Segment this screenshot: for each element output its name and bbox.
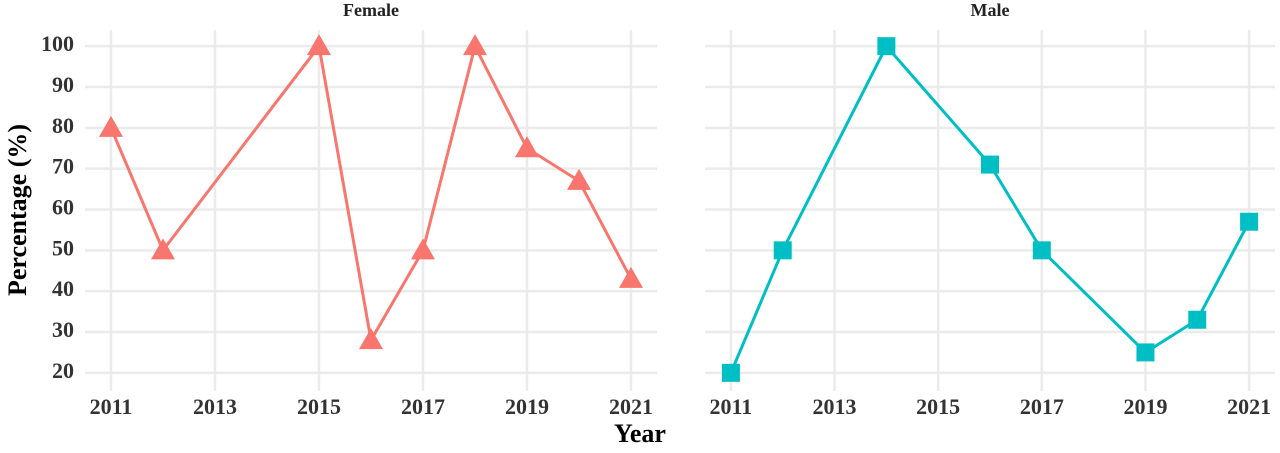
y-tick-label: 70 — [52, 154, 74, 179]
x-tick-label: 2011 — [710, 394, 753, 419]
point — [1136, 343, 1155, 362]
y-tick-label: 20 — [52, 358, 74, 383]
y-axis-label: Percentage (%) — [3, 124, 32, 296]
x-tick-label: 2017 — [401, 394, 445, 419]
point — [567, 168, 591, 190]
point — [721, 363, 740, 382]
point — [1188, 310, 1207, 329]
point — [99, 115, 123, 137]
point — [773, 241, 792, 260]
x-tick-label: 2021 — [1227, 394, 1271, 419]
x-tick-label: 2015 — [297, 394, 341, 419]
point — [877, 37, 896, 56]
point — [515, 136, 539, 158]
point — [411, 238, 435, 260]
point — [981, 155, 999, 174]
point — [463, 34, 487, 56]
x-tick-label: 2015 — [916, 394, 960, 419]
y-tick-label: 90 — [52, 72, 74, 97]
x-tick-label: 2017 — [1020, 394, 1064, 419]
x-axis-label: Year — [614, 419, 666, 448]
series-line — [109, 41, 633, 345]
x-tick-label: 2013 — [813, 394, 857, 419]
point — [151, 238, 175, 260]
point — [359, 328, 383, 350]
y-tick-label: 100 — [41, 31, 74, 56]
point — [1032, 241, 1051, 260]
y-tick-label: 40 — [52, 276, 74, 301]
y-tick-label: 80 — [52, 113, 74, 138]
point — [619, 266, 643, 288]
x-tick-label: 2011 — [90, 394, 133, 419]
point — [1240, 212, 1259, 231]
facet-title: Male — [971, 0, 1010, 20]
x-tick-label: 2013 — [193, 394, 237, 419]
x-tick-label: 2019 — [1123, 394, 1167, 419]
x-tick-label: 2019 — [505, 394, 549, 419]
y-tick-label: 30 — [52, 317, 74, 342]
x-tick-label: 2021 — [609, 394, 653, 419]
facet-title: Female — [343, 0, 399, 20]
y-tick-label: 50 — [52, 235, 74, 260]
point — [307, 34, 331, 56]
y-tick-label: 60 — [52, 195, 74, 220]
